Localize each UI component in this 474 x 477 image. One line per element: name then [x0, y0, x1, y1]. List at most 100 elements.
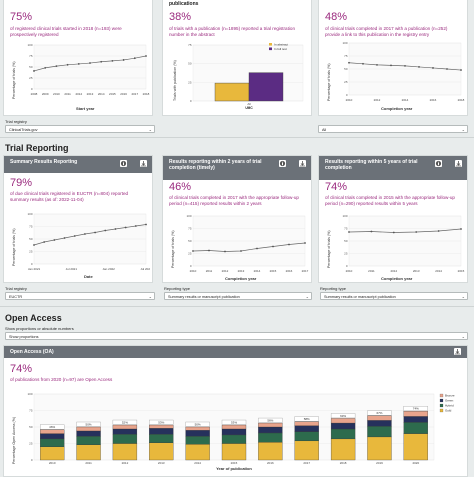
- data-point: [288, 243, 290, 246]
- reporting-registry-select[interactable]: EUCTR ⌄: [5, 292, 155, 300]
- y-tick-label: 25: [188, 80, 192, 84]
- stacked-bar-segment: [76, 436, 101, 445]
- timely-reporting-card: Results reporting within 2 years of tria…: [162, 155, 312, 283]
- data-point: [376, 63, 378, 66]
- data-point: [240, 250, 242, 252]
- data-point: [73, 235, 76, 237]
- data-point: [124, 226, 127, 229]
- oa-xlabel: Year of publication: [216, 466, 252, 471]
- x-tick-label: 2008: [31, 92, 38, 96]
- bar-total-box: [149, 419, 174, 425]
- x-tick-label: 2015: [458, 269, 465, 273]
- info-icon[interactable]: [279, 160, 286, 167]
- download-icon[interactable]: [455, 160, 462, 167]
- y-tick-label: 75: [188, 43, 192, 47]
- reporting-type-label: Reporting type: [164, 286, 191, 291]
- bar-total-label: 53%: [158, 420, 164, 424]
- x-tick-label: 2018: [143, 92, 150, 96]
- link-desc: of clinical trials completed in 2017 wit…: [325, 26, 448, 37]
- x-tick-label: 2013: [413, 269, 420, 273]
- summary-results-header: Summary Results Reporting: [4, 156, 152, 173]
- registry-filter-label: Trial registry: [5, 119, 27, 124]
- y-tick-label: 75: [344, 227, 348, 231]
- stacked-bar-segment: [149, 434, 174, 443]
- stacked-bar-segment: [330, 428, 356, 440]
- y-tick-label: 25: [29, 76, 33, 80]
- registry-link-card: 48% of clinical trials completed in 2017…: [318, 0, 468, 116]
- stacked-bar-segment: [112, 443, 138, 461]
- stacked-bar-segment: [76, 430, 101, 437]
- x-tick-label: 2010: [53, 92, 60, 96]
- data-point: [66, 63, 69, 66]
- data-point: [114, 228, 117, 230]
- bar-total-label: 74%: [413, 407, 419, 411]
- stacked-bar-segment: [149, 424, 174, 429]
- stacked-bar-segment: [367, 436, 392, 461]
- y-tick-label: 50: [188, 62, 192, 66]
- reporting-type-select[interactable]: Summary results or manuscript publicatio…: [164, 292, 312, 300]
- x-tick-label: Jan 2022: [102, 267, 115, 271]
- stacked-bar-segment: [40, 429, 65, 434]
- download-icon[interactable]: [454, 348, 461, 355]
- five-year-reporting-card: Results reporting within 5 years of tria…: [318, 155, 468, 283]
- data-point: [348, 231, 350, 233]
- bar-total-box: [294, 416, 319, 422]
- stacked-bar-segment: [76, 444, 101, 461]
- y-tick-label: 0: [31, 458, 33, 462]
- stacked-bar-segment: [330, 438, 356, 461]
- stacked-bar-segment: [40, 433, 65, 440]
- reporting-registry-label: Trial registry: [5, 286, 27, 291]
- download-icon[interactable]: [299, 160, 306, 167]
- reporting-type-select-2[interactable]: Summary results or manuscript publicatio…: [320, 292, 468, 300]
- info-icon[interactable]: [120, 160, 127, 167]
- x-tick-label: 2016: [120, 92, 127, 96]
- stacked-bar-segment: [112, 428, 138, 435]
- bar-total-box: [221, 419, 247, 425]
- download-icon[interactable]: [140, 160, 147, 167]
- x-tick-label: 2019: [376, 461, 383, 465]
- data-point: [460, 228, 462, 230]
- chevron-down-icon: ⌄: [461, 127, 465, 132]
- data-point: [224, 250, 226, 253]
- summary-results-card: Summary Results Reporting 79% of due cli…: [3, 155, 153, 283]
- stacked-bar-segment: [40, 438, 65, 447]
- data-point: [208, 249, 210, 252]
- bar-total-label: 56%: [267, 418, 273, 422]
- data-point: [77, 63, 80, 65]
- prospective-xlabel: Start year: [76, 106, 95, 111]
- bar-total-box: [403, 406, 428, 411]
- y-tick-label: 25: [29, 250, 33, 254]
- publication-id-ylabel: Trials with publication (%): [173, 60, 177, 101]
- stacked-bar-segment: [403, 433, 428, 461]
- data-point: [122, 59, 125, 61]
- link-chart: 0 25 50 75 100 2010 2012 2014 2016 2018: [342, 41, 464, 102]
- stacked-bar-segment: [258, 442, 283, 461]
- timely-ylabel: Percentage of trials (%): [171, 230, 175, 268]
- summary-desc: of due clinical trials registered in EUC…: [10, 191, 129, 202]
- reporting-type-label-2: Reporting type: [320, 286, 347, 291]
- section-divider: [0, 137, 474, 138]
- oa-chart: 0 25 50 75 100 46% 2010 50% 2011 52% 2012 53% 2013 50…: [27, 392, 454, 471]
- y-tick-label: 0: [31, 87, 33, 91]
- bar-total-label: 67%: [376, 411, 382, 415]
- timely-xlabel: Completion year: [225, 276, 257, 281]
- bar-in-full-text: [248, 72, 284, 102]
- summary-ylabel: Percentage of trials (%): [12, 228, 16, 266]
- info-icon[interactable]: [435, 160, 442, 167]
- data-point: [460, 69, 462, 71]
- y-tick-label: 0: [346, 264, 348, 268]
- data-point: [55, 65, 58, 68]
- timely-desc: of clinical trials completed in 2017 wit…: [169, 195, 299, 206]
- legend-label: Green: [445, 399, 454, 403]
- five-year-reporting-title: Results reporting within 5 years of tria…: [325, 159, 418, 171]
- data-point: [100, 60, 103, 63]
- registry-select-2[interactable]: All ⌄: [318, 125, 468, 133]
- data-point: [44, 66, 47, 69]
- oa-toggle-select[interactable]: Show proportions ⌄: [5, 332, 468, 340]
- data-point: [133, 57, 136, 60]
- x-tick-label: 2014: [435, 269, 442, 273]
- registry-select[interactable]: ClinicalTrials.gov ⌄: [5, 125, 155, 133]
- chevron-down-icon: ⌄: [148, 127, 152, 132]
- data-point: [304, 242, 306, 244]
- data-point: [362, 62, 364, 65]
